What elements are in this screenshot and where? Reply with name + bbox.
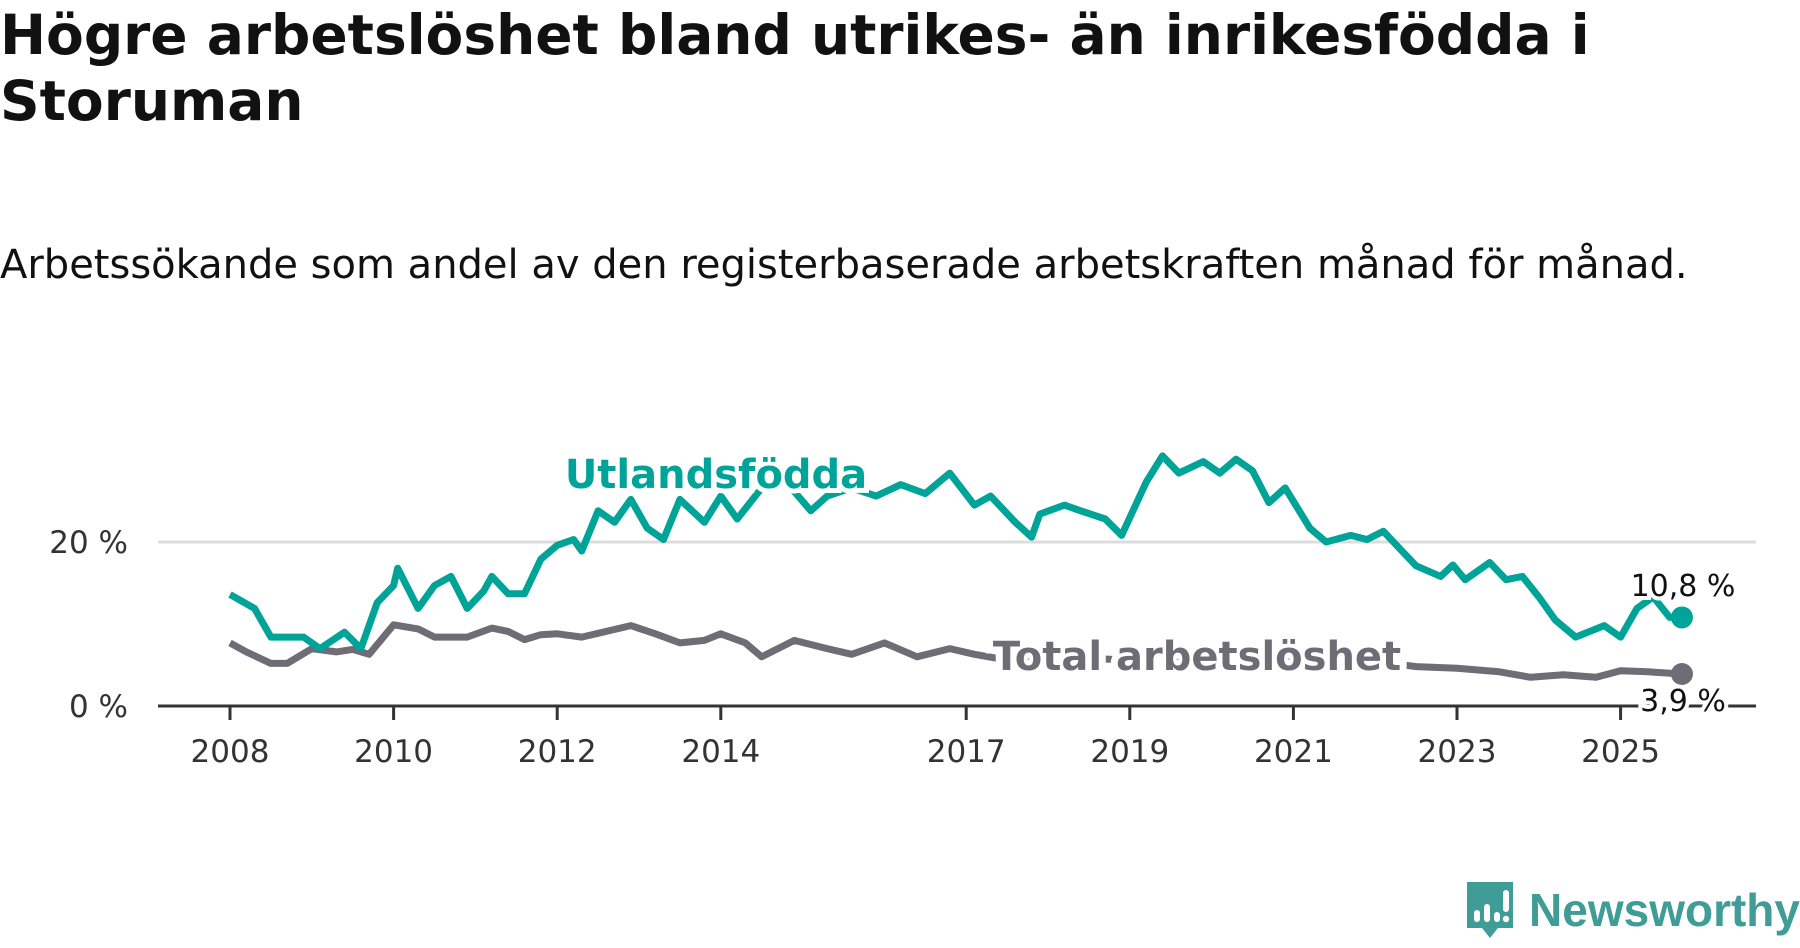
x-tick-label: 2014 bbox=[681, 734, 760, 770]
end-value-label-total: 3,9 % bbox=[1640, 684, 1726, 719]
chart-subtitle: Arbetssökande som andel av den registerb… bbox=[0, 242, 1688, 288]
x-tick-label: 2010 bbox=[354, 734, 433, 770]
series-label-total: Total arbetslöshet bbox=[993, 634, 1401, 680]
series-line-total bbox=[228, 621, 1683, 681]
x-tick-label: 2021 bbox=[1254, 734, 1333, 770]
chart-title: Högre arbetslöshet bland utrikes- än inr… bbox=[0, 3, 1590, 133]
newsworthy-logo: Newsworthy bbox=[1465, 880, 1800, 940]
x-tick-label: 2025 bbox=[1581, 734, 1660, 770]
y-tick-label: 20 % bbox=[49, 525, 128, 561]
series-line-utlandsfodda bbox=[228, 452, 1682, 653]
newsworthy-logo-icon bbox=[1467, 882, 1514, 938]
y-tick-label: 0 % bbox=[69, 689, 128, 725]
newsworthy-logo-text: Newsworthy bbox=[1529, 884, 1800, 936]
series-label-utlandsfodda: Utlandsfödda bbox=[565, 452, 867, 498]
end-value-label-utlandsfodda: 10,8 % bbox=[1631, 569, 1736, 604]
x-tick-label: 2008 bbox=[191, 734, 270, 770]
x-tick-label: 2023 bbox=[1418, 734, 1497, 770]
x-tick-label: 2019 bbox=[1090, 734, 1169, 770]
series-end-point bbox=[1670, 663, 1693, 686]
x-tick-label: 2017 bbox=[927, 734, 1006, 770]
x-tick-label: 2012 bbox=[518, 734, 597, 770]
series-end-point bbox=[1670, 606, 1693, 629]
